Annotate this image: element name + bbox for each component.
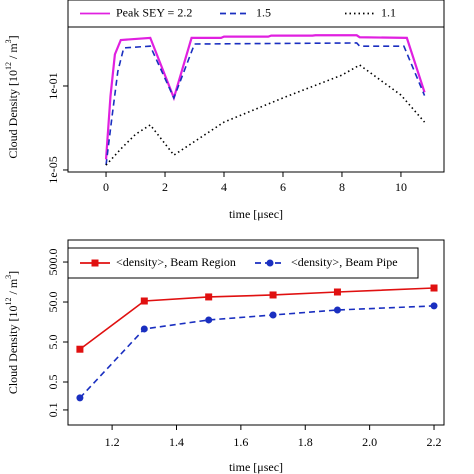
x-axis-label: time [μsec] <box>229 460 283 474</box>
point <box>205 316 213 324</box>
point <box>76 345 84 353</box>
series-line <box>105 42 426 166</box>
y-axis-label-part: / m <box>6 278 20 297</box>
x-tick-label: 2.2 <box>427 435 442 449</box>
y-axis-label-part: ] <box>6 35 20 39</box>
series-line <box>79 305 435 399</box>
x-tick-label: 2.0 <box>362 435 377 449</box>
y-tick-label: 5.0 <box>46 335 60 350</box>
point <box>333 288 341 296</box>
y-axis-label-part: 3 <box>4 275 13 279</box>
point <box>140 325 148 333</box>
y-axis-label: Cloud Density [1012 / m3] <box>4 35 19 158</box>
legend-box <box>67 0 445 28</box>
x-tick-label: 6 <box>280 180 286 194</box>
legend-box <box>67 247 419 279</box>
series-line <box>104 34 426 160</box>
legend-label: 1.5 <box>256 5 271 19</box>
x-tick-label: 8 <box>339 180 345 194</box>
legend-label: <density>, Beam Region <box>116 255 236 269</box>
x-tick-label: 4 <box>221 180 227 194</box>
x-tick-label: 1.8 <box>298 435 313 449</box>
y-axis-label: Cloud Density [1012 / m3] <box>4 271 19 394</box>
x-tick-label: 1.6 <box>233 435 248 449</box>
series-line <box>79 287 435 350</box>
x-axis-label: time [μsec] <box>229 207 283 221</box>
legend-label: Peak SEY = 2.2 <box>116 5 192 19</box>
y-tick-label: 500.0 <box>46 249 60 276</box>
x-tick-label: 1.4 <box>169 435 184 449</box>
legend-marker <box>91 259 99 267</box>
legend-marker <box>266 259 274 267</box>
point <box>269 291 277 299</box>
y-axis-label-part: Cloud Density [10 <box>6 70 20 159</box>
x-tick-label: 10 <box>395 180 407 194</box>
x-tick-label: 2 <box>162 180 168 194</box>
y-axis-label-part: 12 <box>4 298 13 306</box>
point <box>430 302 438 310</box>
legend-label: 1.1 <box>381 5 396 19</box>
x-tick-label: 1.2 <box>105 435 120 449</box>
y-tick-label: 1e-01 <box>46 72 60 99</box>
y-axis-label-part: 3 <box>4 39 13 43</box>
y-tick-label: 50.0 <box>46 292 60 313</box>
y-axis-label-part: Cloud Density [10 <box>6 306 20 395</box>
y-tick-label: 1e-05 <box>46 156 60 183</box>
y-axis-label-part: / m <box>6 43 20 62</box>
point <box>333 306 341 314</box>
point <box>140 297 148 305</box>
legend-label: <density>, Beam Pipe <box>291 255 398 269</box>
y-axis-label-part: 12 <box>4 62 13 70</box>
point <box>76 394 84 402</box>
point <box>205 293 213 301</box>
point <box>430 284 438 292</box>
plot-frame <box>67 239 445 426</box>
point <box>269 311 277 319</box>
y-tick-label: 0.1 <box>46 402 60 417</box>
series-line <box>105 64 426 166</box>
y-tick-label: 0.5 <box>46 374 60 389</box>
x-tick-label: 0 <box>103 180 109 194</box>
y-axis-label-part: ] <box>6 271 20 275</box>
